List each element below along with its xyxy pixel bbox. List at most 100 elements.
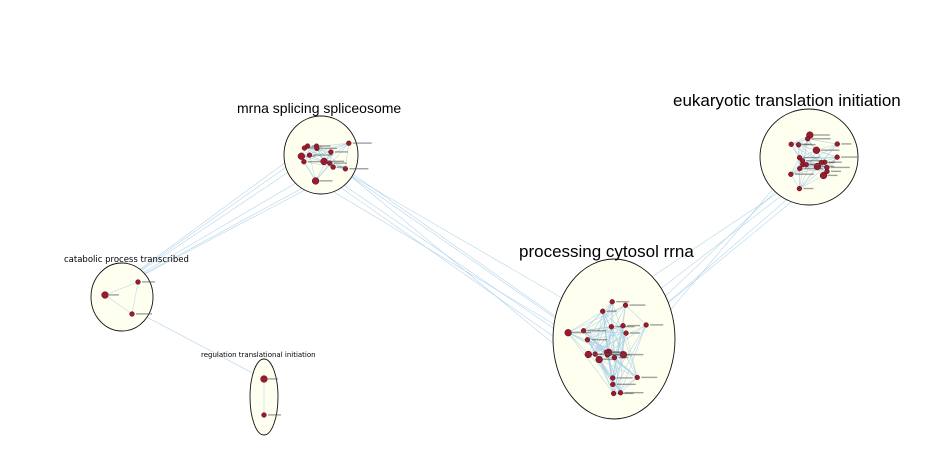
cluster-title-mrna: mrna splicing spliceosome <box>237 100 402 116</box>
node-proc[interactable] <box>595 355 603 364</box>
node-mrna[interactable] <box>328 149 334 155</box>
node-mrna[interactable] <box>320 157 328 166</box>
intra-edge-proc <box>567 332 589 355</box>
node-euk[interactable] <box>819 171 828 180</box>
node-euk[interactable] <box>834 154 840 160</box>
node-label-euk <box>825 161 836 164</box>
node-label-euk <box>820 149 840 151</box>
node-proc[interactable] <box>584 350 592 359</box>
node-label-euk <box>811 138 831 140</box>
node-mrna[interactable] <box>311 177 320 185</box>
node-label-regul <box>268 378 278 380</box>
edge-mrna-proc <box>315 180 569 333</box>
intra-edge-proc <box>620 325 624 393</box>
node-proc[interactable] <box>564 329 572 337</box>
intra-edge-mrna <box>316 145 346 170</box>
node-catab[interactable] <box>129 311 135 317</box>
node-euk[interactable] <box>805 136 811 142</box>
node-euk[interactable] <box>812 146 821 154</box>
intra-edge-euk <box>807 138 838 145</box>
node-regul[interactable] <box>261 412 267 418</box>
node-regul[interactable] <box>260 375 268 383</box>
node-euk[interactable] <box>834 141 840 147</box>
node-mrna[interactable] <box>306 152 313 158</box>
intra-edge-proc <box>568 304 626 333</box>
node-label-proc <box>630 332 641 334</box>
node-label-euk <box>810 163 824 166</box>
node-euk[interactable] <box>788 141 794 147</box>
node-mrna[interactable] <box>346 140 352 146</box>
node-label-proc <box>606 310 617 312</box>
node-label-mrna <box>352 142 372 144</box>
intra-edge-proc <box>602 311 624 355</box>
cluster-ellipse-proc[interactable] <box>552 258 676 420</box>
intra-edge-euk <box>821 143 838 163</box>
intra-edge-euk <box>790 174 800 189</box>
node-label-proc <box>572 331 592 334</box>
cluster-title-proc: processing cytosol rrna <box>519 242 694 261</box>
node-label-euk <box>830 166 850 169</box>
node-label-proc <box>641 376 658 379</box>
intra-edge-proc <box>613 333 627 394</box>
node-proc[interactable] <box>620 323 626 329</box>
node-label-proc <box>624 391 644 394</box>
intra-edge-proc <box>620 377 638 393</box>
cluster-ellipse-catab[interactable] <box>90 262 154 332</box>
node-proc[interactable] <box>643 322 649 328</box>
node-label-proc <box>616 383 636 386</box>
intra-edge-proc <box>613 377 638 394</box>
node-label-catab <box>136 313 152 315</box>
intra-edge-proc <box>583 301 613 331</box>
node-proc[interactable] <box>611 354 618 361</box>
node-mrna[interactable] <box>301 159 307 165</box>
node-mrna[interactable] <box>301 145 308 151</box>
node-label-euk <box>841 156 858 158</box>
node-label-mrna <box>313 154 333 156</box>
cluster-title-catab: catabolic process transcribed <box>64 255 189 265</box>
intra-edge-proc <box>613 324 647 394</box>
node-proc[interactable] <box>610 381 616 388</box>
node-euk[interactable] <box>796 185 803 192</box>
intra-edge-proc <box>612 333 627 385</box>
intra-edge-euk <box>791 138 808 145</box>
node-proc[interactable] <box>634 374 640 381</box>
node-mrna[interactable] <box>330 164 336 170</box>
node-label-mrna <box>337 166 348 168</box>
node-label-mrna <box>307 160 324 163</box>
intra-edge-catab <box>104 281 139 296</box>
intra-edge-mrna <box>315 143 350 182</box>
intra-edge-proc <box>622 305 626 326</box>
node-proc[interactable] <box>617 390 624 396</box>
node-label-proc <box>627 324 641 327</box>
node-euk[interactable] <box>788 171 794 177</box>
node-label-euk <box>803 187 814 190</box>
node-euk[interactable] <box>797 165 803 172</box>
intra-edge-proc <box>567 332 614 394</box>
node-proc[interactable] <box>611 390 617 397</box>
intra-edge-mrna <box>301 155 325 162</box>
node-proc[interactable] <box>623 330 629 336</box>
node-label-euk <box>803 167 823 170</box>
cluster-nodes <box>101 131 858 418</box>
node-euk[interactable] <box>824 168 830 175</box>
intra-edge-proc <box>587 304 626 341</box>
intra-edge-mrna <box>345 143 350 169</box>
node-euk[interactable] <box>803 162 809 168</box>
node-label-mrna <box>334 151 348 153</box>
intra-edge-proc <box>612 324 647 379</box>
node-proc[interactable] <box>610 375 616 381</box>
node-proc[interactable] <box>608 324 615 330</box>
intra-edge-mrna <box>329 162 346 170</box>
node-label-euk <box>806 160 820 162</box>
node-catab[interactable] <box>135 279 141 285</box>
node-label-euk <box>841 143 852 145</box>
node-proc[interactable] <box>609 299 615 305</box>
node-mrna[interactable] <box>297 152 306 160</box>
node-proc[interactable] <box>600 308 606 314</box>
node-label-mrna <box>328 160 345 163</box>
node-catab[interactable] <box>101 291 109 299</box>
cluster-title-euk: eukaryotic translation initiation <box>673 91 901 110</box>
node-proc[interactable] <box>622 302 629 308</box>
node-proc[interactable] <box>584 337 591 343</box>
